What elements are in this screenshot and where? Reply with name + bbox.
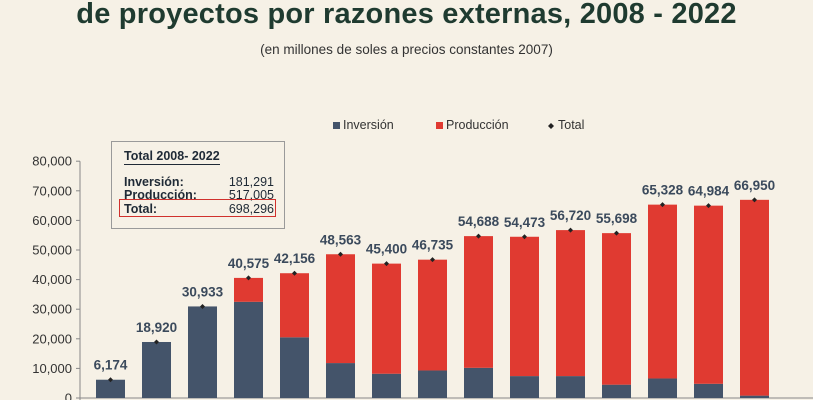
bar-inversion bbox=[96, 379, 125, 398]
bar-produccion bbox=[234, 277, 263, 302]
y-tick-label: 40,000 bbox=[32, 272, 72, 287]
total-marker bbox=[706, 203, 711, 209]
total-marker bbox=[476, 233, 481, 239]
legend-label-inversion: Inversión bbox=[343, 118, 394, 132]
summary-value: 517,005 bbox=[228, 188, 274, 202]
total-data-label: 56,720 bbox=[550, 208, 591, 223]
bar-produccion bbox=[694, 205, 723, 384]
total-marker bbox=[338, 251, 343, 257]
chart-title: de proyectos por razones externas, 2008 … bbox=[76, 0, 737, 30]
bar-produccion bbox=[280, 273, 309, 338]
total-data-label: 40,575 bbox=[228, 256, 270, 271]
total-marker bbox=[292, 270, 297, 276]
total-marker bbox=[752, 197, 757, 203]
legend-swatch-inversion bbox=[333, 122, 340, 129]
bar-produccion bbox=[372, 263, 401, 374]
bar-produccion bbox=[464, 236, 493, 368]
y-tick-label: 30,000 bbox=[32, 302, 72, 317]
summary-row-total: Total: 698,296 bbox=[124, 202, 274, 216]
total-data-label: 54,473 bbox=[504, 215, 546, 230]
total-marker bbox=[522, 234, 527, 240]
summary-heading: Total 2008- 2022 bbox=[124, 149, 220, 165]
summary-value: 698,296 bbox=[228, 202, 274, 216]
total-data-label: 30,933 bbox=[182, 284, 224, 299]
total-data-label: 6,174 bbox=[94, 358, 128, 373]
bar-inversion bbox=[326, 363, 355, 398]
bar-produccion bbox=[418, 259, 447, 371]
total-data-label: 64,984 bbox=[688, 184, 730, 199]
bar-inversion bbox=[234, 301, 263, 398]
total-data-label: 55,698 bbox=[596, 211, 638, 226]
bar-inversion bbox=[740, 395, 769, 398]
total-marker bbox=[660, 202, 665, 208]
bar-inversion bbox=[694, 383, 723, 398]
y-tick-label: 10,000 bbox=[32, 361, 72, 376]
bar-inversion bbox=[418, 370, 447, 398]
summary-label: Inversión: bbox=[124, 175, 184, 189]
bar-inversion bbox=[556, 376, 585, 398]
total-data-label: 42,156 bbox=[274, 251, 316, 266]
y-tick-label: 60,000 bbox=[32, 213, 72, 228]
total-marker bbox=[108, 377, 113, 383]
total-marker bbox=[246, 275, 251, 281]
y-tick-label: 20,000 bbox=[32, 331, 72, 346]
summary-box: Total 2008- 2022 Inversión: 181,291 Prod… bbox=[111, 141, 285, 229]
total-data-label: 48,563 bbox=[320, 232, 362, 247]
bar-inversion bbox=[188, 306, 217, 398]
chart-subtitle: (en millones de soles a precios constant… bbox=[260, 42, 553, 57]
legend-label-total: Total bbox=[558, 118, 584, 132]
legend-swatch-produccion bbox=[436, 122, 443, 129]
bar-inversion bbox=[602, 384, 631, 398]
bar-inversion bbox=[464, 367, 493, 398]
bar-inversion bbox=[280, 337, 309, 398]
bar-produccion bbox=[740, 199, 769, 396]
y-tick-label: 70,000 bbox=[32, 183, 72, 198]
total-marker bbox=[200, 303, 205, 309]
bar-produccion bbox=[326, 254, 355, 364]
summary-label: Total: bbox=[124, 202, 158, 216]
bar-produccion bbox=[648, 204, 677, 379]
y-tick-label: 0 bbox=[65, 391, 72, 400]
bar-inversion bbox=[648, 378, 677, 398]
bar-inversion bbox=[372, 373, 401, 398]
summary-value: 181,291 bbox=[228, 175, 274, 189]
total-marker bbox=[384, 261, 389, 267]
total-data-label: 18,920 bbox=[136, 320, 177, 335]
summary-row-produccion: Producción: 517,005 bbox=[124, 188, 274, 202]
total-data-label: 65,328 bbox=[642, 183, 684, 198]
total-data-label: 46,735 bbox=[412, 238, 454, 253]
summary-total-highlight bbox=[119, 199, 276, 217]
legend-label-produccion: Producción bbox=[446, 118, 509, 132]
bar-inversion bbox=[142, 341, 171, 398]
bar-produccion bbox=[510, 236, 539, 377]
bar-produccion bbox=[556, 230, 585, 377]
summary-label: Producción: bbox=[124, 188, 197, 202]
total-marker bbox=[154, 339, 159, 345]
y-tick-label: 50,000 bbox=[32, 243, 72, 258]
y-tick-label: 80,000 bbox=[32, 154, 72, 169]
bar-inversion bbox=[510, 376, 539, 398]
total-marker bbox=[568, 227, 573, 233]
total-marker bbox=[614, 230, 619, 236]
bar-produccion bbox=[602, 233, 631, 385]
total-data-label: 66,950 bbox=[734, 178, 775, 193]
legend-marker-total bbox=[548, 123, 554, 129]
total-marker bbox=[430, 257, 435, 263]
summary-row-inversion: Inversión: 181,291 bbox=[124, 175, 274, 189]
total-data-label: 45,400 bbox=[366, 242, 407, 257]
total-data-label: 54,688 bbox=[458, 214, 500, 229]
